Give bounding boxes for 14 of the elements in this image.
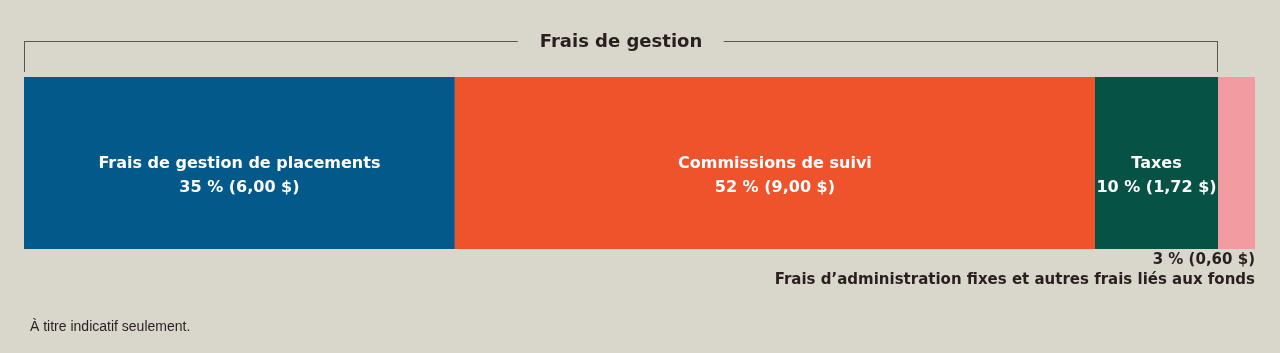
text: Frais de gestion [517, 30, 725, 51]
text: À titre indicatif seulement. [30, 318, 191, 334]
bar [24, 77, 455, 249]
bar [454, 77, 1095, 249]
bar [1218, 77, 1255, 249]
series-label: Frais de gestion de placements [98, 153, 381, 172]
data-label: 35 % (6,00 $) [179, 177, 300, 196]
series-label: Taxes [1131, 153, 1182, 172]
series-label: Frais d’administration fixes et autres frais liés aux fonds [774, 270, 1256, 288]
data-label: 3 % (0,60 $) [1152, 250, 1255, 268]
data-label: 10 % (1,72 $) [1096, 177, 1217, 196]
bar [1094, 77, 1219, 249]
data-label: 52 % (9,00 $) [714, 177, 836, 196]
series-label: Commissions de suivi [678, 153, 872, 172]
